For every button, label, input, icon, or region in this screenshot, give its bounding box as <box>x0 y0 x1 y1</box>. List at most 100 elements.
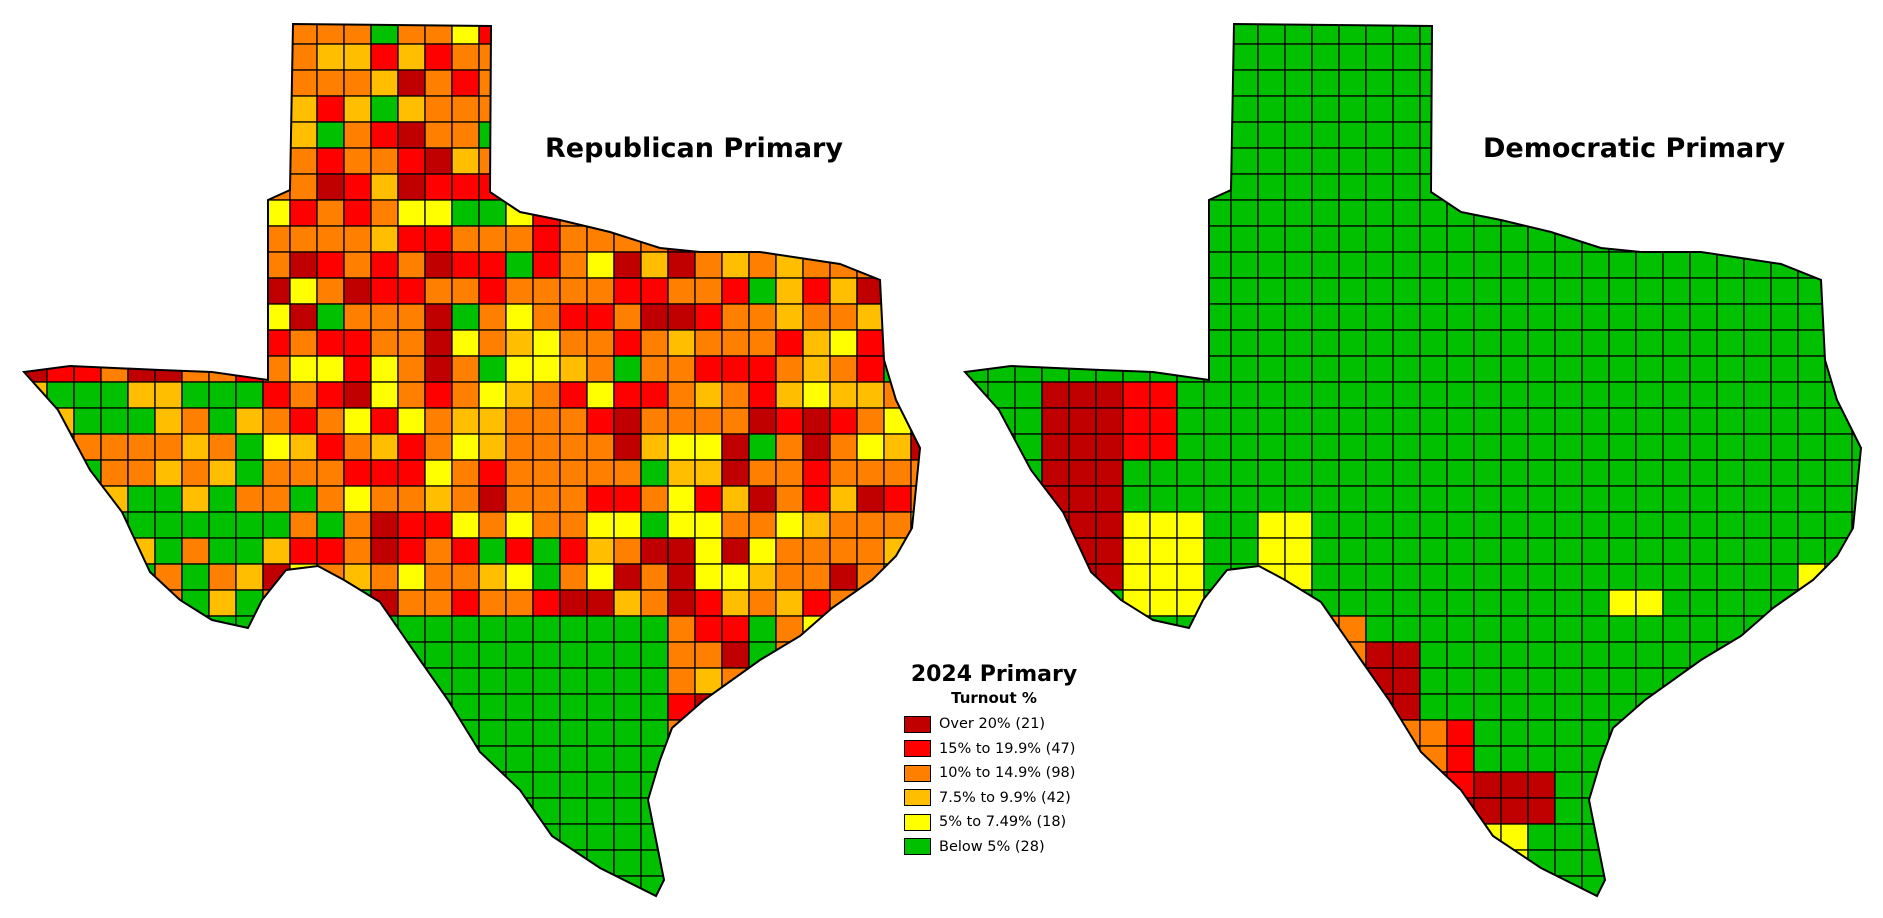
county-cell <box>1365 693 1394 721</box>
county-cell <box>289 277 318 305</box>
county-cell <box>1473 563 1502 591</box>
county-cell <box>1608 459 1637 487</box>
county-cell <box>987 24 1016 45</box>
county-cell <box>856 329 885 357</box>
county-cell <box>154 459 183 487</box>
county-cell <box>1879 668 1881 694</box>
county-cell <box>802 303 831 331</box>
legend-title: 2024 Primary <box>910 662 1078 687</box>
county-cell <box>316 381 345 409</box>
county-cell <box>1284 277 1313 305</box>
county-cell <box>1770 693 1799 721</box>
county-cell <box>586 745 615 773</box>
county-cell <box>965 147 989 175</box>
county-cell <box>397 693 426 721</box>
county-cell <box>1851 693 1861 721</box>
county-cell <box>1392 381 1421 409</box>
county-cell <box>1554 173 1583 201</box>
county-cell <box>397 615 426 643</box>
county-cell <box>1662 199 1691 227</box>
county-cell <box>1797 225 1826 253</box>
county-cell <box>1824 511 1853 539</box>
county-cell <box>181 381 210 409</box>
county-cell <box>1635 277 1664 305</box>
county-cell <box>667 693 696 721</box>
county-cell <box>775 667 804 695</box>
county-cell <box>1770 667 1799 695</box>
county-cell <box>856 563 885 591</box>
county-cell <box>154 329 183 357</box>
county-cell <box>1150 902 1177 918</box>
county-cell <box>721 69 750 97</box>
county-cell <box>559 199 588 227</box>
county-cell <box>1230 485 1259 513</box>
county-cell <box>1095 485 1124 513</box>
county-cell <box>262 849 291 877</box>
county-cell <box>73 329 102 357</box>
county-cell <box>667 95 696 123</box>
county-cell <box>1365 823 1394 851</box>
county-cell <box>559 563 588 591</box>
county-cell <box>802 771 831 799</box>
county-cell <box>46 459 75 487</box>
county-cell <box>343 537 372 565</box>
county-cell <box>24 745 48 773</box>
county-cell <box>1770 563 1799 591</box>
county-cell <box>478 797 507 825</box>
legend-item-7-5-to-9-9: 7.5% to 9.9% (42) <box>904 786 1119 811</box>
county-cell <box>775 511 804 539</box>
county-cell <box>1095 615 1124 643</box>
county-cell <box>1392 693 1421 721</box>
county-cell <box>1284 251 1313 279</box>
county-cell <box>1311 355 1340 383</box>
county-cell <box>1689 43 1718 71</box>
county-cell <box>1527 43 1556 71</box>
county-cell <box>1527 407 1556 435</box>
county-cell <box>1608 407 1637 435</box>
county-cell <box>613 719 642 747</box>
county-cell <box>1230 407 1259 435</box>
county-cell <box>965 511 989 539</box>
county-cell <box>24 693 48 721</box>
county-cell <box>694 875 723 896</box>
county-cell <box>721 693 750 721</box>
county-cell <box>1257 537 1286 565</box>
county-cell <box>1230 641 1259 669</box>
county-cell <box>73 147 102 175</box>
county-cell <box>478 511 507 539</box>
county-cell <box>100 251 129 279</box>
county-cell <box>829 407 858 435</box>
county-cell <box>775 875 804 896</box>
county-cell <box>181 563 210 591</box>
county-cell <box>208 485 237 513</box>
county-cell <box>1204 902 1231 918</box>
county-cell <box>1770 771 1799 799</box>
county-cell <box>289 433 318 461</box>
county-cell <box>1338 719 1367 747</box>
county-cell <box>1392 589 1421 617</box>
county-cell <box>128 902 155 918</box>
county-cell <box>1338 407 1367 435</box>
county-cell <box>478 381 507 409</box>
county-cell <box>1662 823 1691 851</box>
county-cell <box>451 563 480 591</box>
county-cell <box>1041 615 1070 643</box>
county-cell <box>100 433 129 461</box>
county-cell <box>987 433 1016 461</box>
county-cell <box>1797 641 1826 669</box>
county-cell <box>1203 875 1232 896</box>
county-cell <box>100 667 129 695</box>
county-cell <box>883 43 912 71</box>
county-cell <box>1851 277 1861 305</box>
county-cell <box>1689 225 1718 253</box>
county-cell <box>1743 537 1772 565</box>
county-cell <box>1230 69 1259 97</box>
county-cell <box>1230 95 1259 123</box>
county-cell <box>1770 225 1799 253</box>
county-cell <box>829 355 858 383</box>
county-cell <box>478 277 507 305</box>
county-cell <box>694 849 723 877</box>
county-cell <box>987 485 1016 513</box>
county-cell <box>317 902 344 918</box>
county-cell <box>343 303 372 331</box>
